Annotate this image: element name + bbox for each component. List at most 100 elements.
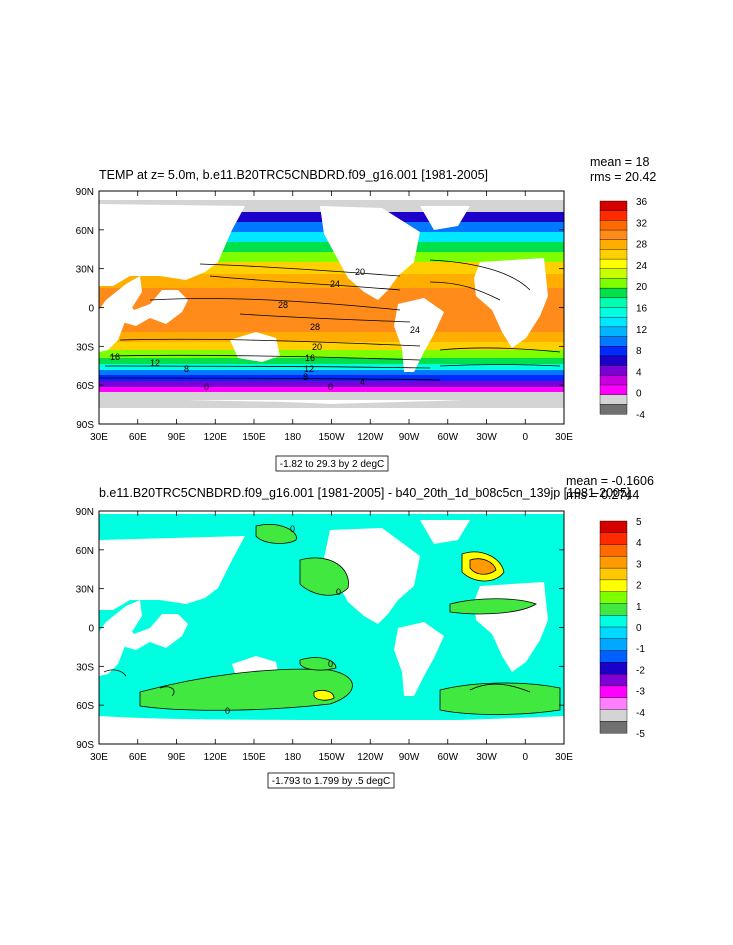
colorbar-label: 2 xyxy=(636,581,642,592)
colorbar-swatch xyxy=(599,579,628,593)
colorbar-swatch xyxy=(599,721,628,734)
svg-text:0: 0 xyxy=(328,382,333,392)
colorbar-swatch xyxy=(599,567,628,581)
top-rms: rms = 20.42 xyxy=(590,170,656,184)
svg-text:16: 16 xyxy=(110,352,120,362)
svg-text:28: 28 xyxy=(310,322,320,332)
colorbar-swatch xyxy=(599,278,628,289)
top-map: 20 24 28 28 24 20 16 12 8 0 0 16 12 8 4 xyxy=(99,191,564,424)
colorbar-label: 28 xyxy=(636,240,648,251)
bottom-mean: mean = -0.1606 xyxy=(566,474,654,488)
colorbar-label: 24 xyxy=(636,261,648,272)
colorbar-label: -5 xyxy=(636,729,645,740)
bottom-rms: rms = 0.2744 xyxy=(566,488,639,502)
lat-tick-label: 90N xyxy=(76,187,94,198)
lon-tick-label: 60W xyxy=(437,752,458,763)
lon-tick-label: 30W xyxy=(476,432,497,443)
lat-tick-label: 0 xyxy=(88,624,94,635)
colorbar-swatch xyxy=(599,556,628,569)
svg-text:0: 0 xyxy=(336,587,341,597)
colorbar-swatch xyxy=(599,384,628,396)
colorbar-label: -3 xyxy=(636,687,645,698)
svg-text:8: 8 xyxy=(303,372,308,382)
colorbar-swatch xyxy=(599,404,628,415)
lon-tick-label: 150W xyxy=(318,752,345,763)
lat-tick-label: 30S xyxy=(76,342,94,353)
lon-tick-label: 60E xyxy=(129,752,147,763)
lon-tick-label: 180 xyxy=(284,432,301,443)
bottom-title: b.e11.B20TRC5CNBDRD.f09_g16.001 [1981-20… xyxy=(99,486,630,500)
lat-tick-label: 30N xyxy=(76,265,94,276)
lon-tick-label: 90W xyxy=(399,432,420,443)
svg-text:0: 0 xyxy=(290,524,295,534)
svg-text:4: 4 xyxy=(360,377,365,387)
colorbar-label: 16 xyxy=(636,304,648,315)
lat-tick-label: 90S xyxy=(76,740,94,751)
colorbar-swatch xyxy=(599,258,628,270)
colorbar-label: 12 xyxy=(636,325,648,336)
lat-tick-label: 60S xyxy=(76,381,94,392)
top-contour-labels: 20 24 28 28 24 20 16 12 8 0 0 16 12 8 4 xyxy=(110,267,420,392)
svg-text:16: 16 xyxy=(305,353,315,363)
colorbar-label: -4 xyxy=(636,708,645,719)
colorbar-label: -1 xyxy=(636,644,645,655)
colorbar-label: 3 xyxy=(636,559,642,570)
bottom-map: 0 0 0 0 xyxy=(99,511,564,744)
top-contour-info-box xyxy=(275,455,389,472)
colorbar-swatch xyxy=(599,662,628,675)
svg-text:28: 28 xyxy=(278,300,288,310)
lon-tick-label: 120W xyxy=(357,752,384,763)
bottom-contour-info: -1.793 to 1.799 by .5 degC xyxy=(272,776,390,787)
lon-tick-label: 30E xyxy=(555,432,573,443)
colorbar-swatch xyxy=(599,673,628,687)
colorbar-label: 36 xyxy=(636,197,648,208)
svg-text:20: 20 xyxy=(355,267,365,277)
lat-tick-label: 0 xyxy=(88,304,94,315)
bottom-panel: b.e11.B20TRC5CNBDRD.f09_g16.001 [1981-20… xyxy=(76,474,654,789)
svg-text:0: 0 xyxy=(204,382,209,392)
colorbar-swatch xyxy=(599,650,628,663)
lat-tick-label: 60S xyxy=(76,701,94,712)
bottom-colorbar: 5 4 3 2 1 0 -1 -2 -3 -4 -5 xyxy=(599,517,645,740)
lat-tick-label: 90S xyxy=(76,420,94,431)
colorbar-swatch xyxy=(599,316,628,328)
colorbar-swatch xyxy=(599,200,628,212)
lat-tick-label: 60N xyxy=(76,226,94,237)
colorbar-swatch xyxy=(599,287,628,299)
lon-tick-label: 90W xyxy=(399,752,420,763)
colorbar-swatch xyxy=(599,210,628,221)
lon-tick-label: 30E xyxy=(555,752,573,763)
bottom-lat-axis: 90N 60N 30N 0 30S 60S 90S xyxy=(76,507,564,751)
lat-tick-label: 30S xyxy=(76,662,94,673)
top-title: TEMP at z= 5.0m, b.e11.B20TRC5CNBDRD.f09… xyxy=(99,168,488,182)
top-contour-info: -1.82 to 29.3 by 2 degC xyxy=(280,459,385,470)
svg-text:24: 24 xyxy=(410,325,420,335)
colorbar-swatch xyxy=(599,229,628,241)
lat-tick-label: 60N xyxy=(76,546,94,557)
colorbar-swatch xyxy=(599,394,628,405)
svg-text:12: 12 xyxy=(150,358,160,368)
colorbar-label: -4 xyxy=(636,410,645,421)
lon-tick-label: 0 xyxy=(522,752,528,763)
colorbar-swatch xyxy=(599,685,628,699)
lon-tick-label: 30W xyxy=(476,752,497,763)
top-mean: mean = 18 xyxy=(590,155,649,169)
top-land xyxy=(99,204,548,372)
lon-tick-label: 0 xyxy=(522,432,528,443)
top-panel: TEMP at z= 5.0m, b.e11.B20TRC5CNBDRD.f09… xyxy=(76,155,656,472)
colorbar-swatch xyxy=(599,355,628,367)
colorbar-swatch xyxy=(599,336,628,347)
colorbar-label: 8 xyxy=(636,346,642,357)
colorbar-label: 32 xyxy=(636,218,648,229)
colorbar-label: 4 xyxy=(636,367,642,378)
colorbar-swatch xyxy=(599,626,628,640)
colorbar-swatch xyxy=(599,591,628,604)
colorbar-swatch xyxy=(599,365,628,376)
bottom-contour-labels: 0 0 0 0 xyxy=(225,524,341,716)
colorbar-swatch xyxy=(599,375,628,386)
lon-tick-label: 90E xyxy=(168,432,186,443)
lon-tick-label: 30E xyxy=(90,432,108,443)
svg-text:12: 12 xyxy=(304,364,314,374)
colorbar-swatch xyxy=(599,268,628,279)
